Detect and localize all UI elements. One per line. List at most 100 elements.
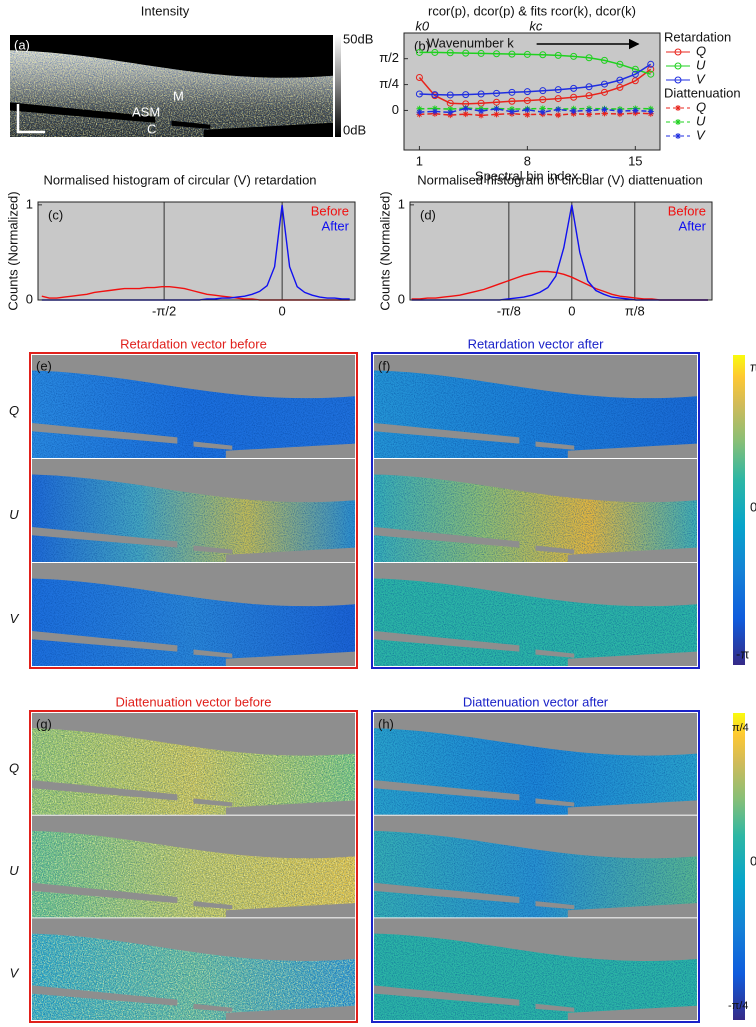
data-point bbox=[446, 49, 454, 57]
data-point bbox=[478, 108, 485, 115]
colorbar bbox=[733, 713, 745, 1020]
data-point bbox=[478, 112, 485, 119]
plot-area bbox=[410, 202, 712, 300]
y-tick-label: π/4 bbox=[379, 76, 399, 91]
image-gap bbox=[193, 545, 233, 554]
legend-label: U bbox=[696, 57, 706, 72]
data-point bbox=[647, 60, 655, 68]
image-gap bbox=[535, 649, 575, 658]
annotation: k0 bbox=[415, 18, 430, 33]
image-gap bbox=[374, 882, 520, 904]
data-point bbox=[524, 106, 531, 113]
data-point bbox=[462, 105, 469, 112]
data-point bbox=[554, 86, 562, 94]
data-point bbox=[508, 97, 516, 105]
data-point bbox=[477, 90, 485, 98]
data-point bbox=[493, 50, 501, 58]
data-point bbox=[508, 88, 516, 96]
image-gap bbox=[535, 901, 575, 910]
image-gap bbox=[32, 630, 178, 652]
data-point bbox=[616, 76, 624, 84]
colorbar-label: 50dB bbox=[343, 31, 373, 46]
image-gap bbox=[374, 780, 520, 801]
image-gap bbox=[193, 441, 233, 450]
data-point bbox=[585, 92, 593, 100]
data-point bbox=[585, 54, 593, 62]
row-label: Q bbox=[9, 760, 19, 775]
data-point bbox=[555, 112, 562, 119]
data-point bbox=[631, 65, 639, 73]
image-gap bbox=[32, 526, 178, 548]
y-tick-label: 1 bbox=[398, 196, 405, 211]
panel-title: Retardation vector after bbox=[468, 336, 605, 351]
legend-group: Retardation bbox=[664, 29, 731, 44]
image-gap bbox=[193, 901, 233, 910]
data-point bbox=[415, 90, 423, 98]
legend-group: Diattenuation bbox=[664, 85, 741, 100]
data-point bbox=[523, 88, 531, 96]
data-point bbox=[631, 77, 639, 85]
colorbar-label: 0dB bbox=[343, 122, 366, 137]
data-point bbox=[447, 109, 454, 116]
image-gap bbox=[32, 422, 178, 444]
image-gap bbox=[10, 102, 156, 123]
data-point bbox=[600, 80, 608, 88]
data-point bbox=[585, 83, 593, 91]
series-line bbox=[419, 63, 652, 96]
legend-label: After bbox=[679, 218, 707, 233]
data-point bbox=[493, 111, 500, 118]
data-point bbox=[415, 48, 423, 56]
data-point bbox=[539, 105, 546, 112]
data-point bbox=[477, 49, 485, 57]
series-line bbox=[418, 68, 652, 105]
legend-marker bbox=[674, 62, 682, 70]
colorbar-label: π/4 bbox=[732, 722, 749, 734]
panel-label: (h) bbox=[378, 716, 394, 731]
data-point bbox=[523, 97, 531, 105]
image-annotation: ASM bbox=[132, 104, 160, 119]
scale-bar bbox=[16, 104, 45, 134]
data-point bbox=[586, 107, 593, 114]
data-point bbox=[462, 111, 469, 118]
panel-title: Diattenuation vector before bbox=[115, 694, 271, 709]
panel-label: (c) bbox=[48, 207, 63, 222]
legend-label: Q bbox=[696, 43, 706, 58]
y-axis-label: Counts (Normalized) bbox=[5, 191, 20, 310]
y-tick-label: π/2 bbox=[379, 50, 399, 65]
series-line bbox=[419, 112, 651, 117]
data-point bbox=[446, 91, 454, 99]
panel-title: Retardation vector before bbox=[120, 336, 267, 351]
colorbar bbox=[335, 35, 341, 137]
legend-label: V bbox=[696, 127, 706, 142]
x-tick-label: 1 bbox=[416, 153, 423, 168]
panel-label: (g) bbox=[36, 716, 52, 731]
image-gap bbox=[193, 1003, 233, 1012]
image-gap bbox=[535, 798, 575, 807]
legend-label: U bbox=[696, 113, 706, 128]
row-label: U bbox=[9, 863, 19, 878]
chart-title: Normalised histogram of circular (V) ret… bbox=[43, 172, 316, 187]
data-point bbox=[570, 84, 578, 92]
legend-label: After bbox=[322, 218, 350, 233]
legend-label: Q bbox=[696, 99, 706, 114]
panel-frame bbox=[371, 352, 700, 669]
data-point bbox=[647, 108, 654, 115]
image-gap bbox=[32, 780, 178, 801]
series-line bbox=[419, 51, 651, 75]
panel-title: Diattenuation vector after bbox=[463, 694, 609, 709]
plot-frame bbox=[403, 32, 661, 151]
data-point bbox=[616, 83, 624, 91]
data-point bbox=[415, 73, 423, 81]
data-point bbox=[539, 51, 547, 59]
image-gap bbox=[32, 985, 178, 1006]
image-gap bbox=[193, 798, 233, 807]
x-tick-label: π/8 bbox=[625, 303, 645, 318]
y-tick-label: 0 bbox=[398, 291, 405, 306]
data-point bbox=[600, 56, 608, 64]
legend-marker bbox=[674, 48, 682, 56]
series-line bbox=[419, 107, 651, 110]
data-point bbox=[431, 108, 438, 115]
legend-label: V bbox=[696, 71, 706, 86]
data-point bbox=[647, 65, 655, 73]
